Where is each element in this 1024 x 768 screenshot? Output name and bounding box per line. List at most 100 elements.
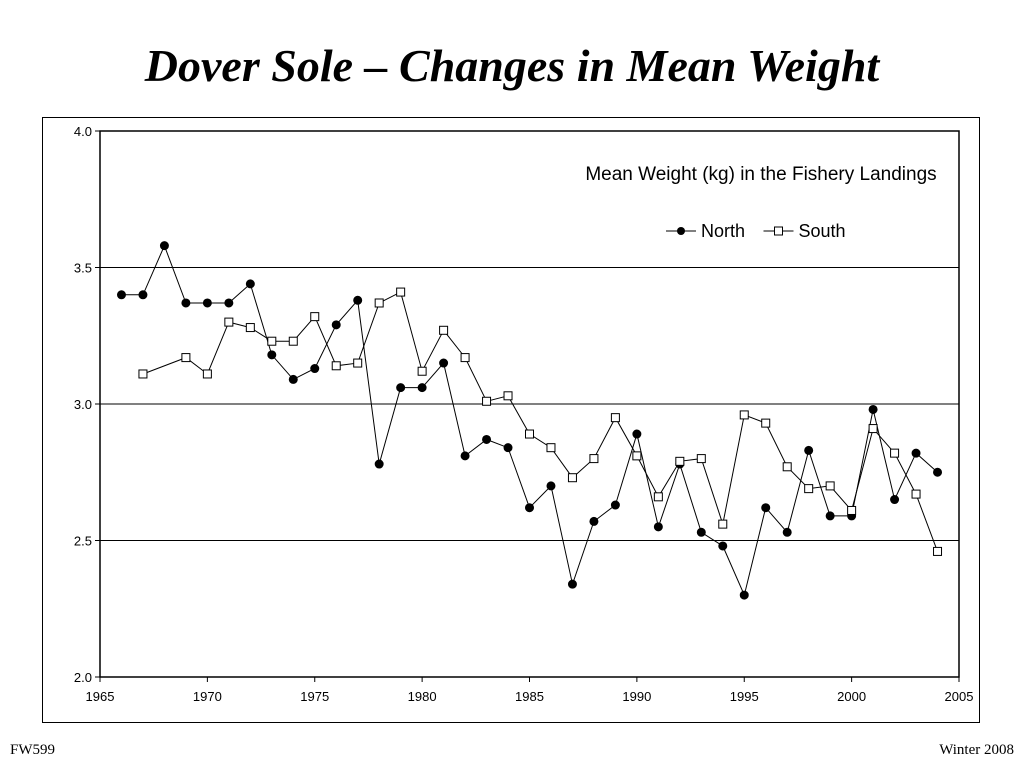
data-point-north xyxy=(310,364,320,374)
x-tick-label: 1965 xyxy=(86,689,115,704)
data-point-north xyxy=(739,590,749,600)
data-point-south xyxy=(224,317,234,327)
data-point-north xyxy=(181,298,191,308)
footer-course-code: FW599 xyxy=(10,742,55,758)
x-tick-label: 1980 xyxy=(408,689,437,704)
data-point-north xyxy=(761,503,771,513)
data-point-north xyxy=(159,241,169,251)
data-point-south xyxy=(396,287,406,297)
data-point-south xyxy=(610,413,620,423)
data-point-south xyxy=(482,396,492,406)
y-tick-label: 2.0 xyxy=(74,670,92,685)
x-tick-label: 1970 xyxy=(193,689,222,704)
slide-title: Dover Sole – Changes in Mean Weight xyxy=(144,40,880,91)
data-point-north xyxy=(503,443,513,453)
data-point-south xyxy=(503,391,513,401)
data-point-south xyxy=(632,451,642,461)
x-tick-label: 2000 xyxy=(837,689,866,704)
data-point-north xyxy=(525,503,534,513)
x-tick-label: 2005 xyxy=(945,689,974,704)
data-point-south xyxy=(825,481,835,491)
data-point-north xyxy=(439,358,449,368)
data-point-north xyxy=(782,527,792,537)
data-point-north xyxy=(567,579,577,589)
data-point-south xyxy=(868,424,878,434)
legend-marker-south xyxy=(774,226,783,236)
line-chart: 2.0 2.5 3.0 3.5 4.0 1965 1970 1975 1980 1985 1990 1… xyxy=(74,124,974,704)
x-tick-label: 1990 xyxy=(622,689,651,704)
data-point-south xyxy=(718,519,728,529)
y-tick-label: 4.0 xyxy=(74,124,92,139)
data-point-north xyxy=(546,481,556,491)
data-point-south xyxy=(353,358,363,368)
data-point-south xyxy=(417,366,427,376)
data-point-south xyxy=(267,336,277,346)
data-point-south xyxy=(847,505,857,515)
footer-term: Winter 2008 xyxy=(939,742,1014,758)
data-point-north xyxy=(396,383,406,393)
data-point-south xyxy=(933,546,943,556)
data-point-north xyxy=(224,298,234,308)
data-point-north xyxy=(267,350,277,360)
legend-label-south: South xyxy=(799,221,846,241)
data-point-south xyxy=(567,473,577,483)
data-point-south xyxy=(589,454,599,464)
y-tick-label: 3.0 xyxy=(74,397,92,412)
y-tick-label: 3.5 xyxy=(74,261,92,276)
data-point-south xyxy=(460,353,470,363)
data-point-south xyxy=(739,410,749,420)
data-point-north xyxy=(417,383,427,393)
x-tick-label: 1995 xyxy=(730,689,759,704)
data-point-south xyxy=(181,353,191,363)
data-point-north xyxy=(245,279,255,289)
data-point-north xyxy=(116,290,126,300)
data-point-south xyxy=(653,492,663,502)
data-point-north xyxy=(825,511,835,521)
data-point-north xyxy=(804,445,814,455)
series-line-south xyxy=(142,291,938,552)
x-tick-label: 1985 xyxy=(515,689,544,704)
data-point-north xyxy=(138,290,148,300)
data-point-north xyxy=(632,429,642,439)
data-point-south xyxy=(245,323,255,333)
data-point-south xyxy=(331,361,341,371)
data-point-north xyxy=(353,295,363,305)
data-point-south xyxy=(782,462,792,472)
data-point-south xyxy=(890,448,900,458)
data-point-south xyxy=(288,336,298,346)
data-point-north xyxy=(288,374,298,384)
chart-title: Mean Weight (kg) in the Fishery Landings xyxy=(585,164,936,185)
data-point-north xyxy=(482,434,492,444)
data-point-south xyxy=(675,456,685,466)
data-point-south xyxy=(546,443,556,453)
data-point-south xyxy=(911,489,921,499)
series-line-north xyxy=(121,244,938,597)
data-point-south xyxy=(525,429,534,439)
data-point-north xyxy=(460,451,470,461)
data-point-south xyxy=(439,325,449,335)
data-point-south xyxy=(696,454,706,464)
data-point-north xyxy=(718,541,728,551)
x-tick-label: 1975 xyxy=(300,689,329,704)
data-point-south xyxy=(310,312,320,322)
chart-frame: 2.0 2.5 3.0 3.5 4.0 1965 1970 1975 1980 1985 1990 1… xyxy=(42,117,980,723)
data-point-north xyxy=(890,495,900,505)
y-tick-label: 2.5 xyxy=(74,534,92,549)
data-point-north xyxy=(653,522,663,532)
data-point-north xyxy=(202,298,212,308)
data-point-south xyxy=(202,369,212,379)
data-point-south xyxy=(761,418,771,428)
data-point-north xyxy=(696,527,706,537)
data-point-south xyxy=(138,369,148,379)
legend-label-north: North xyxy=(701,221,745,241)
legend-marker-north xyxy=(677,227,685,235)
data-point-north xyxy=(589,516,599,526)
data-point-north xyxy=(374,459,384,469)
data-point-north xyxy=(868,404,878,414)
data-point-north xyxy=(911,448,921,458)
data-point-north xyxy=(610,500,620,510)
data-point-south xyxy=(374,298,384,308)
data-point-north xyxy=(331,320,341,330)
data-point-north xyxy=(933,467,943,477)
